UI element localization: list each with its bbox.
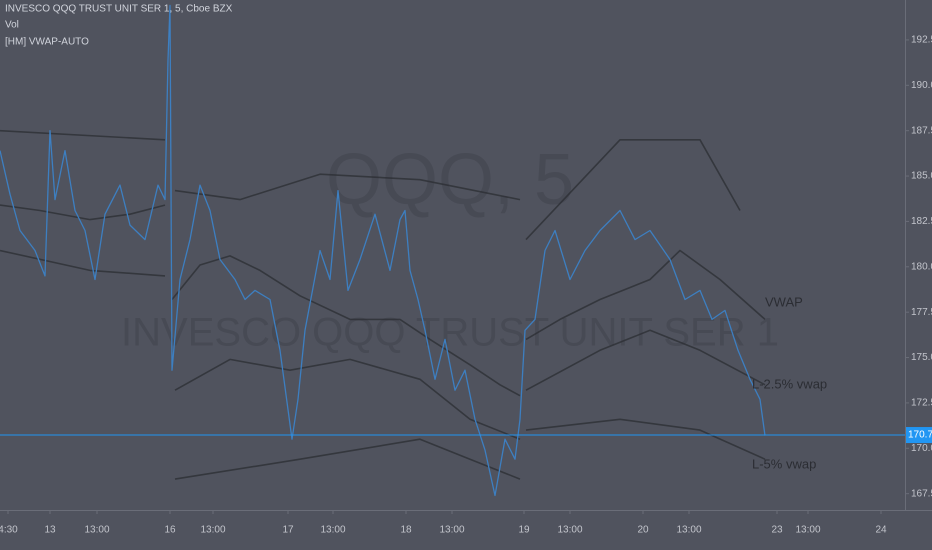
y-tick-label: 172.50 [911, 398, 932, 409]
series-line [174, 418, 766, 480]
x-tick-label: 23 [771, 525, 783, 536]
annotation-lower-band-2: L-5% vwap [752, 456, 816, 471]
band-line [0, 129, 741, 241]
y-tick-label: 182.50 [911, 216, 932, 227]
x-tick-label: 13 [44, 525, 56, 536]
y-tick-label: 187.50 [911, 125, 932, 136]
x-tick-label: 13:00 [320, 525, 345, 536]
x-tick-label: 13:00 [439, 525, 464, 536]
legend-symbol[interactable]: INVESCO QQQ TRUST UNIT SER 1, 5, Cboe BZ… [5, 4, 233, 15]
x-tick-label: 19 [518, 525, 530, 536]
y-tick-label: 180.00 [911, 261, 932, 272]
last-price-label: 170.73 [908, 430, 932, 441]
x-tick-label: 20 [637, 525, 649, 536]
y-tick-label: 177.50 [911, 307, 932, 318]
series-line [0, 249, 766, 440]
x-tick-label: 4:30 [0, 525, 18, 536]
y-tick-label: 192.50 [911, 35, 932, 46]
annotation-vwap: VWAP [765, 294, 803, 309]
series-line [0, 4, 766, 497]
x-tick-label: 13:00 [795, 525, 820, 536]
y-tick-label: 167.50 [911, 488, 932, 499]
x-tick-label: 13:00 [557, 525, 582, 536]
x-tick-label: 18 [400, 525, 412, 536]
y-tick-label: 170.00 [911, 443, 932, 454]
last-price-box [906, 427, 932, 444]
y-tick-label: 175.00 [911, 352, 932, 363]
x-tick-label: 17 [282, 525, 294, 536]
x-tick-label: 13:00 [676, 525, 701, 536]
x-tick-label: 16 [164, 525, 176, 536]
watermark-description: INVESCO QQQ TRUST UNIT SER 1 [121, 311, 779, 355]
x-tick-label: 13:00 [200, 525, 225, 536]
legend-indicator[interactable]: [HM] VWAP-AUTO [5, 37, 89, 48]
annotation-lower-band-1: L-2.5% vwap [752, 376, 827, 391]
x-tick-label: 24 [875, 525, 887, 536]
watermark-symbol: QQQ, 5 [326, 140, 574, 220]
y-tick-label: 190.00 [911, 80, 932, 91]
plot-area [0, 4, 905, 497]
y-tick-label: 185.00 [911, 171, 932, 182]
x-tick-label: 13:00 [84, 525, 109, 536]
legend-volume[interactable]: Vol [5, 20, 19, 31]
